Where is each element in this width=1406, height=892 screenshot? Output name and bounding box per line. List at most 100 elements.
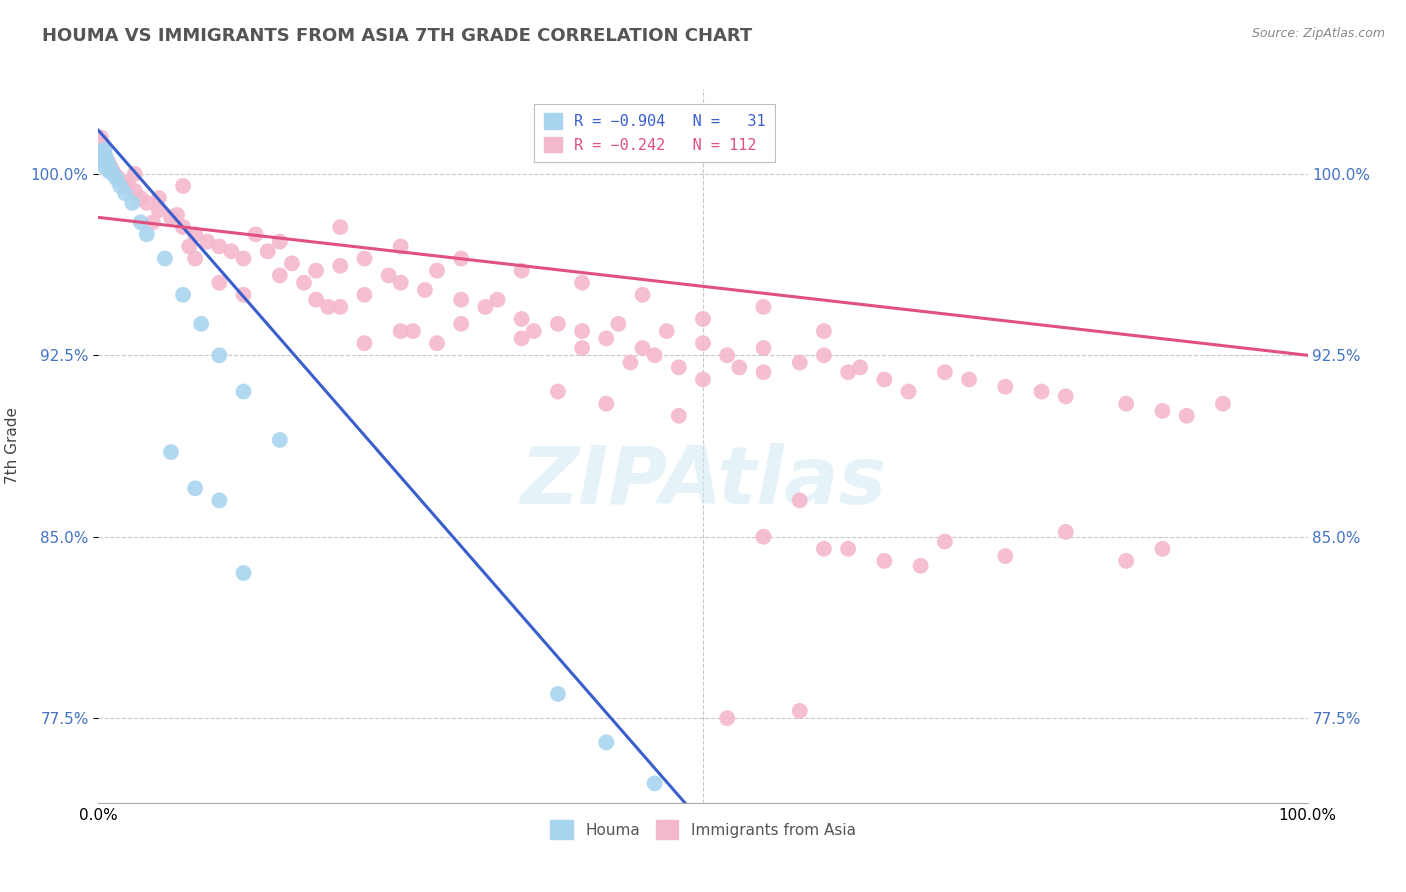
Point (232, 566, 254, 580)
Point (934, 534, 956, 549)
Text: ZIPAtlas: ZIPAtlas (520, 442, 886, 521)
Point (1031, 384, 1053, 399)
Point (292, 276, 315, 290)
Point (269, 433, 291, 447)
Point (101, 164, 124, 178)
Point (208, 493, 231, 508)
Point (124, 184, 146, 198)
Point (148, 203, 170, 218)
Point (269, 268, 291, 283)
Point (93, 143, 115, 157)
Legend: Houma, Immigrants from Asia: Houma, Immigrants from Asia (544, 814, 862, 845)
Point (108, 178, 131, 193)
Point (91, 153, 114, 167)
Point (184, 227, 207, 242)
Point (256, 244, 278, 259)
Point (316, 300, 339, 314)
Point (692, 312, 714, 326)
Point (232, 252, 254, 266)
Point (752, 365, 775, 379)
Point (91, 145, 114, 160)
Point (305, 263, 328, 277)
Point (595, 397, 617, 411)
Point (1175, 409, 1198, 423)
Point (101, 167, 124, 181)
Point (100, 161, 122, 176)
Point (752, 341, 775, 355)
Point (329, 220, 352, 235)
Point (1152, 541, 1174, 556)
Point (389, 276, 412, 290)
Point (413, 283, 436, 297)
Point (752, 530, 775, 544)
Point (153, 252, 176, 266)
Point (510, 331, 533, 345)
Point (402, 324, 425, 338)
Point (692, 372, 714, 386)
Point (789, 493, 811, 508)
Point (232, 288, 254, 302)
Point (91, 143, 114, 157)
Point (94, 150, 117, 164)
Point (190, 317, 212, 331)
Point (510, 263, 533, 277)
Point (135, 195, 157, 210)
Point (716, 711, 738, 725)
Point (523, 324, 546, 338)
Point (124, 167, 146, 181)
Point (135, 227, 157, 242)
Point (486, 293, 509, 307)
Point (172, 178, 194, 193)
Point (184, 252, 207, 266)
Point (208, 348, 231, 362)
Point (96, 154, 118, 169)
Point (329, 259, 352, 273)
Point (1115, 554, 1137, 568)
Point (510, 312, 533, 326)
Point (93, 160, 115, 174)
Text: HOUMA VS IMMIGRANTS FROM ASIA 7TH GRADE CORRELATION CHART: HOUMA VS IMMIGRANTS FROM ASIA 7TH GRADE … (42, 27, 752, 45)
Point (353, 336, 375, 351)
Point (160, 445, 183, 459)
Point (619, 355, 641, 369)
Point (93, 147, 115, 161)
Point (789, 355, 811, 369)
Point (450, 252, 472, 266)
Point (377, 268, 399, 283)
Point (789, 704, 811, 718)
Point (329, 300, 352, 314)
Point (631, 341, 654, 355)
Point (98, 164, 121, 178)
Point (114, 186, 136, 201)
Point (232, 384, 254, 399)
Point (692, 336, 714, 351)
Point (353, 252, 375, 266)
Point (571, 324, 593, 338)
Point (849, 360, 872, 375)
Point (631, 288, 654, 302)
Point (607, 317, 630, 331)
Point (450, 317, 472, 331)
Point (668, 360, 690, 375)
Point (450, 293, 472, 307)
Point (426, 336, 449, 351)
Text: Source: ZipAtlas.com: Source: ZipAtlas.com (1251, 27, 1385, 40)
Point (353, 288, 375, 302)
Point (118, 178, 141, 193)
Point (571, 341, 593, 355)
Point (1054, 389, 1077, 403)
Point (547, 384, 569, 399)
Point (1115, 397, 1137, 411)
Point (547, 317, 569, 331)
Point (94, 153, 117, 167)
Point (655, 324, 678, 338)
Point (873, 372, 896, 386)
Point (97, 157, 120, 171)
Point (873, 554, 896, 568)
Point (179, 239, 201, 253)
Point (644, 348, 666, 362)
Point (389, 324, 412, 338)
Point (837, 541, 859, 556)
Point (728, 360, 751, 375)
Point (142, 215, 165, 229)
